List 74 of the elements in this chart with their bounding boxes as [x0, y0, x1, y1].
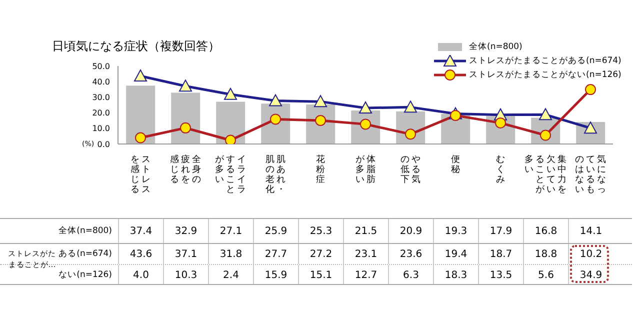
y-tick-label: 20.0 [92, 108, 110, 118]
point [224, 88, 237, 100]
x-tick-label: 体脂肪が多い [356, 154, 376, 185]
category-label: 集中力を欠いていることが多い [524, 155, 566, 195]
data-label: 15.1 [298, 265, 343, 284]
point [539, 108, 552, 120]
data-label: 25.3 [298, 219, 343, 243]
data-label: 10.2 [568, 244, 613, 264]
data-label: 37.4 [118, 219, 163, 243]
point [585, 84, 596, 96]
text: 全体(n=800) [58, 226, 112, 236]
point [359, 101, 372, 114]
data-label: 2.4 [208, 265, 253, 284]
data-label: 23.1 [343, 244, 388, 264]
text: ない(n=126) [58, 268, 113, 280]
category-label: 肌あれ・肌の老化 [266, 155, 286, 195]
data-label: 18.3 [433, 265, 478, 284]
data-label: 15.9 [253, 265, 298, 284]
data-label: 27.1 [208, 219, 253, 243]
bar [171, 92, 200, 144]
y-tick-label: 30.0 [92, 93, 110, 102]
point [495, 117, 506, 128]
point [450, 110, 461, 121]
data-label: 31.8 [208, 244, 253, 264]
y-tick-label: 40.0 [92, 77, 110, 86]
data-label: 32.9 [163, 219, 208, 243]
point [269, 94, 282, 106]
data-label: 27.7 [253, 244, 298, 264]
data-label: 43.6 [118, 244, 163, 264]
data-label: 12.7 [343, 265, 388, 284]
data-label: 4.0 [118, 265, 163, 284]
data-label: 13.5 [478, 265, 523, 284]
category-label: 全身の疲れを感じる [170, 155, 201, 185]
data-label: 18.7 [478, 244, 523, 264]
data-label: 23.6 [388, 244, 433, 264]
data-label: 20.9 [388, 219, 433, 243]
data-label: 37.1 [163, 244, 208, 264]
data-label: 10.3 [163, 265, 208, 284]
data-label: 19.3 [433, 219, 478, 243]
point [405, 128, 416, 140]
bar [126, 86, 156, 144]
legend-label: ストレスがたまることがない(n=126) [469, 69, 622, 82]
point [225, 134, 236, 144]
data-label: 21.5 [343, 219, 388, 243]
y-tick-label: 10.0 [92, 124, 110, 134]
data-label: 18.8 [523, 244, 568, 264]
point [134, 69, 147, 82]
data-label: 14.1 [568, 219, 613, 243]
y-tick-label: 50.0 [92, 62, 110, 71]
chart-title: 日頃気になる症状（複数回答） [52, 38, 220, 55]
point [314, 95, 327, 108]
data-label: 19.4 [433, 244, 478, 264]
data-label: 17.9 [478, 219, 523, 243]
y-tick-label: 0.0 [97, 140, 110, 149]
data-label: 16.8 [523, 219, 568, 243]
data-label: 6.3 [388, 265, 433, 284]
x-tick-label: 便秘 [451, 154, 460, 175]
legend-label: ストレスがたまることがある(n=674) [469, 55, 622, 68]
point [404, 100, 417, 113]
x-tick-label: 花粉症 [316, 154, 325, 185]
category-label: ストレスを感じる [130, 155, 150, 195]
text: ある(n=674) [58, 249, 112, 259]
point [135, 132, 146, 144]
category-label: 気になっているものはない [575, 155, 606, 195]
data-label: 5.6 [523, 265, 568, 284]
category-label: イライラすることが多い [215, 155, 246, 195]
x-tick-label: やる気の低下 [400, 155, 420, 185]
x-tick-label: むくみ [496, 155, 505, 185]
legend-label: 全体(n=800) [469, 41, 522, 54]
point [179, 80, 192, 92]
data-label: 25.9 [253, 219, 298, 243]
data-label: 34.9 [568, 265, 613, 284]
point [180, 122, 191, 134]
data-label: 27.2 [298, 244, 343, 264]
